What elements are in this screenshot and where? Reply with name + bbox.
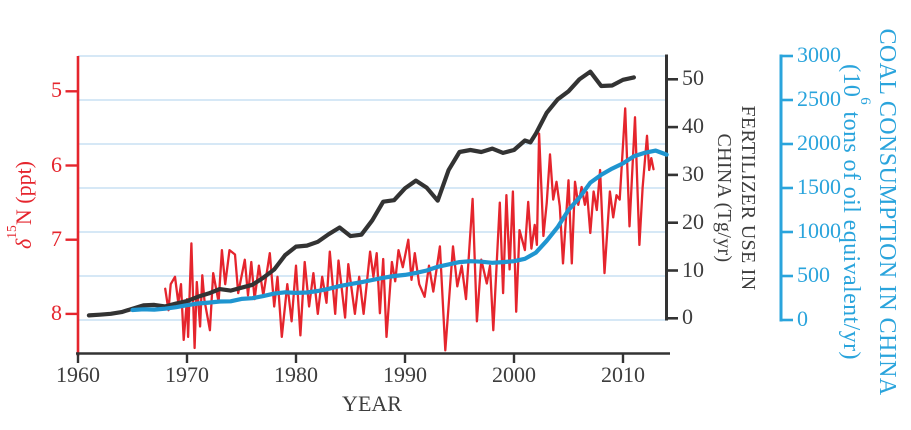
- delta15n-axis-tick-8: 8: [51, 299, 62, 325]
- x-axis-tick-1990: 1990: [383, 362, 427, 387]
- coal-axis-tick-3000: 3000: [797, 42, 841, 67]
- coal-axis-tick-2000: 2000: [797, 130, 841, 155]
- x-axis-tick-1980: 1980: [274, 362, 318, 387]
- x-axis-tick-1970: 1970: [165, 362, 209, 387]
- fertilizer-title-line2: CHINA (Tg/yr): [713, 133, 735, 263]
- coal-exponent: 6: [857, 97, 874, 106]
- coal-axis-tick-0: 0: [797, 306, 808, 331]
- fertilizer-axis-tick-30: 30: [682, 160, 704, 186]
- delta15n-superscript: 15: [3, 225, 19, 239]
- coal-title-line1: COAL CONSUMPTION IN CHINA: [874, 28, 900, 396]
- x-axis-tick-2000: 2000: [492, 362, 536, 387]
- coal-axis-tick-1000: 1000: [797, 218, 841, 243]
- fertilizer-axis-tick-10: 10: [682, 256, 704, 282]
- coal-axis-tick-1500: 1500: [797, 174, 841, 199]
- fertilizer-axis-tick-0: 0: [682, 304, 693, 330]
- x-axis-tick-1960: 1960: [56, 362, 100, 387]
- x-axis-title: YEAR: [342, 391, 402, 416]
- delta15n-axis-tick-6: 6: [51, 151, 62, 177]
- fertilizer-axis-tick-20: 20: [682, 208, 704, 234]
- delta15n-axis-tick-7: 7: [51, 225, 62, 251]
- fertilizer-axis-tick-40: 40: [682, 113, 704, 139]
- delta15n-title-rest: N (ppt): [11, 160, 37, 226]
- coal-axis-title: COAL CONSUMPTION IN CHINA (106 tons of o…: [836, 28, 902, 395]
- delta15n-axis-title: δ15N (ppt): [3, 160, 37, 250]
- delta-symbol: δ: [11, 238, 37, 250]
- coal-title-line2: (106 tons of oil equivalent/yr): [838, 64, 874, 360]
- fertilizer-axis-tick-50: 50: [682, 65, 704, 91]
- delta15n-axis-tick-5: 5: [51, 77, 62, 103]
- fertilizer-axis-title: FERTILIZER USE IN CHINA (Tg/yr): [712, 106, 760, 291]
- fertilizer-title-line1: FERTILIZER USE IN: [737, 105, 759, 291]
- coal-axis-tick-2500: 2500: [797, 86, 841, 111]
- coal-axis-tick-500: 500: [797, 262, 830, 287]
- x-axis-tick-2010: 2010: [601, 362, 645, 387]
